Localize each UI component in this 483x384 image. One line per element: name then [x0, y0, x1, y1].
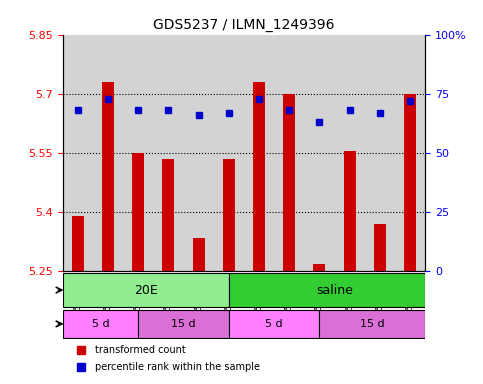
Text: 15 d: 15 d	[360, 319, 384, 329]
Bar	[132, 153, 144, 271]
Text: transformed count: transformed count	[96, 345, 186, 355]
Bar	[223, 159, 235, 271]
Bar	[374, 224, 386, 271]
Text: 5 d: 5 d	[265, 319, 283, 329]
FancyBboxPatch shape	[229, 310, 319, 338]
Bar	[283, 94, 295, 271]
FancyBboxPatch shape	[229, 273, 425, 307]
Title: GDS5237 / ILMN_1249396: GDS5237 / ILMN_1249396	[153, 18, 335, 32]
Text: saline: saline	[316, 283, 353, 296]
FancyBboxPatch shape	[319, 310, 425, 338]
Text: 15 d: 15 d	[171, 319, 196, 329]
Bar	[193, 238, 205, 271]
Bar	[253, 82, 265, 271]
FancyBboxPatch shape	[63, 273, 229, 307]
FancyBboxPatch shape	[138, 310, 229, 338]
Bar	[102, 82, 114, 271]
Text: 5 d: 5 d	[92, 319, 109, 329]
Bar	[72, 216, 84, 271]
Bar	[343, 151, 355, 271]
Bar	[162, 159, 174, 271]
Text: 20E: 20E	[134, 283, 157, 296]
Bar	[404, 94, 416, 271]
Bar	[313, 263, 326, 271]
FancyBboxPatch shape	[63, 310, 138, 338]
Text: percentile rank within the sample: percentile rank within the sample	[96, 362, 260, 372]
